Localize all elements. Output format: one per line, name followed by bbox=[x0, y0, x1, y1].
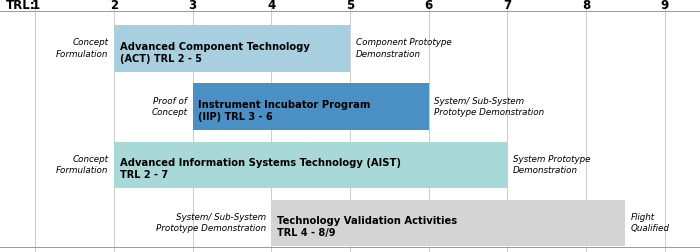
Text: Proof of
Concept: Proof of Concept bbox=[151, 97, 187, 117]
Text: 6: 6 bbox=[424, 0, 433, 12]
Text: TRL 2 - 7: TRL 2 - 7 bbox=[120, 170, 168, 180]
Text: Instrument Incubator Program: Instrument Incubator Program bbox=[198, 100, 370, 110]
Text: Concept
Formulation: Concept Formulation bbox=[56, 38, 108, 58]
Text: (ACT) TRL 2 - 5: (ACT) TRL 2 - 5 bbox=[120, 54, 202, 64]
Bar bbox=[193, 83, 428, 130]
Text: Concept
Formulation: Concept Formulation bbox=[56, 155, 108, 175]
Text: Flight
Qualified: Flight Qualified bbox=[631, 213, 670, 233]
Text: 3: 3 bbox=[188, 0, 197, 12]
Bar bbox=[114, 142, 508, 188]
Text: Component Prototype
Demonstration: Component Prototype Demonstration bbox=[356, 38, 452, 58]
Text: (IIP) TRL 3 - 6: (IIP) TRL 3 - 6 bbox=[198, 112, 273, 122]
Text: System/ Sub-System
Prototype Demonstration: System/ Sub-System Prototype Demonstrati… bbox=[155, 213, 266, 233]
Bar bbox=[272, 200, 625, 246]
Text: Technology Validation Activities: Technology Validation Activities bbox=[277, 216, 457, 227]
Text: 2: 2 bbox=[110, 0, 118, 12]
Text: 4: 4 bbox=[267, 0, 276, 12]
Text: System Prototype
Demonstration: System Prototype Demonstration bbox=[513, 155, 590, 175]
Text: 8: 8 bbox=[582, 0, 590, 12]
Text: System/ Sub-System
Prototype Demonstration: System/ Sub-System Prototype Demonstrati… bbox=[434, 97, 545, 117]
Text: 7: 7 bbox=[503, 0, 512, 12]
Text: 9: 9 bbox=[661, 0, 668, 12]
Text: 5: 5 bbox=[346, 0, 354, 12]
Bar bbox=[114, 25, 350, 72]
Text: TRL 4 - 8/9: TRL 4 - 8/9 bbox=[277, 228, 335, 238]
Text: 1: 1 bbox=[32, 0, 39, 12]
Text: Advanced Information Systems Technology (AIST): Advanced Information Systems Technology … bbox=[120, 158, 400, 168]
Text: TRL:: TRL: bbox=[6, 0, 35, 12]
Text: Advanced Component Technology: Advanced Component Technology bbox=[120, 42, 309, 52]
